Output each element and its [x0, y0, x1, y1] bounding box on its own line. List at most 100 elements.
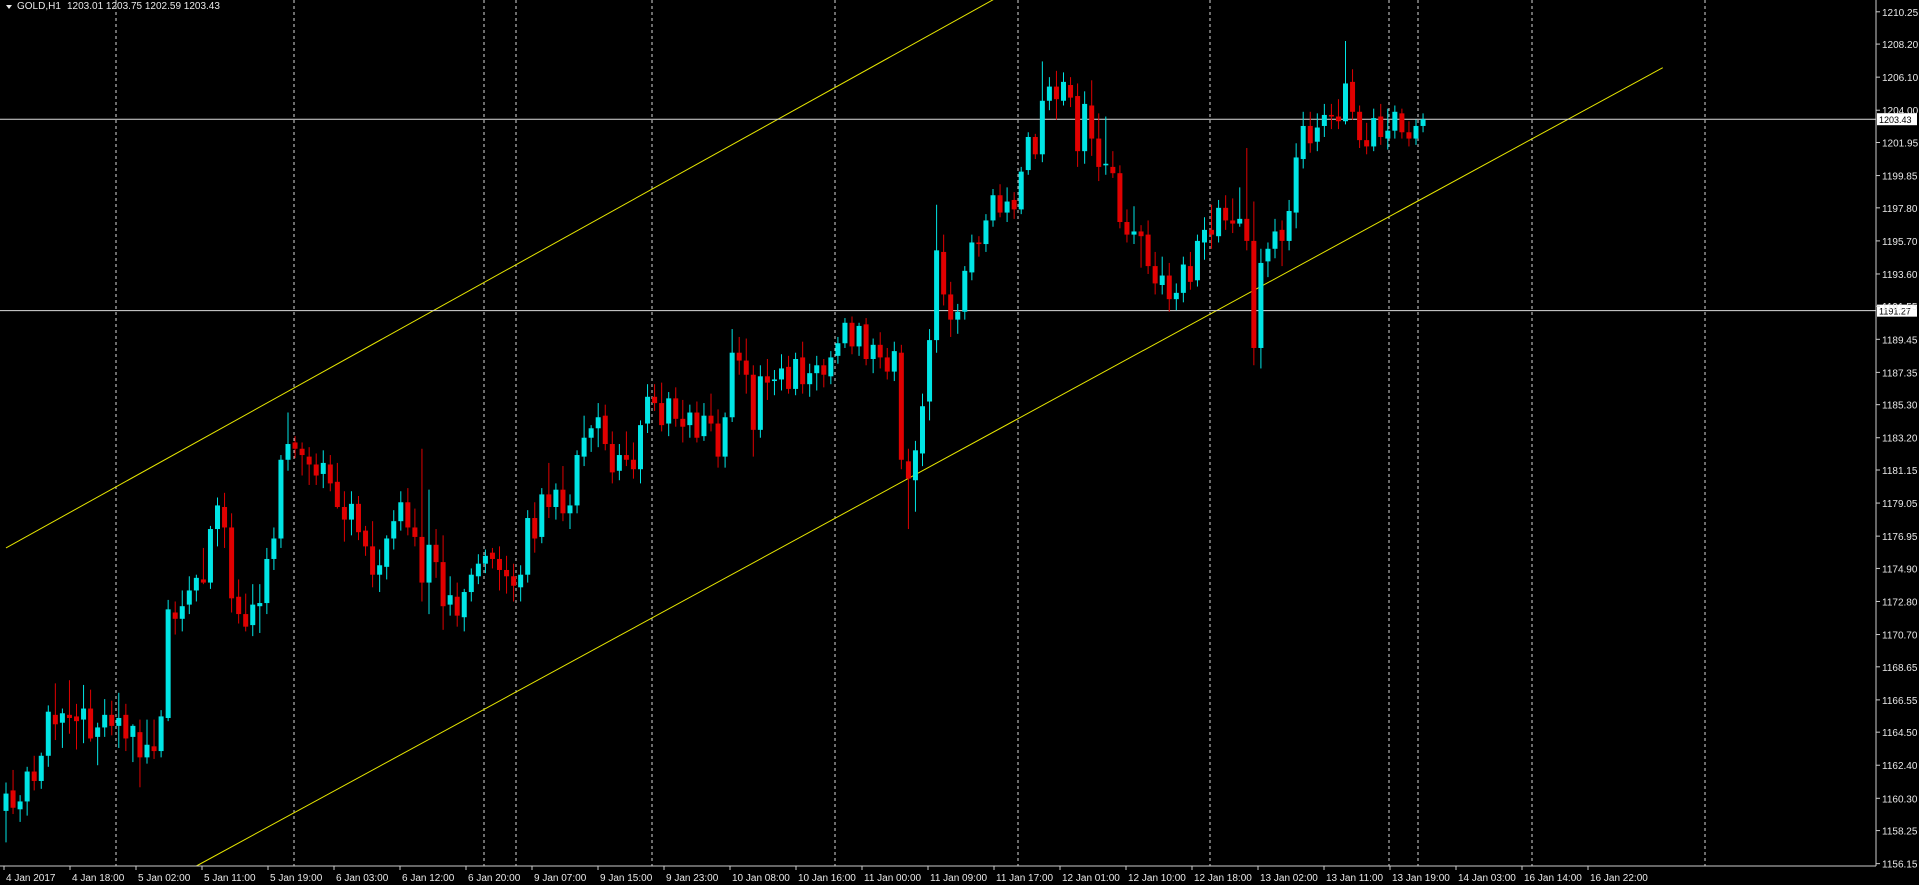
- candle: [1378, 103, 1384, 145]
- candle: [743, 338, 749, 394]
- candle: [243, 593, 249, 632]
- candle: [88, 689, 94, 742]
- candle-body: [701, 415, 707, 437]
- candle: [1202, 217, 1207, 260]
- candle: [341, 491, 347, 542]
- candle: [708, 393, 714, 432]
- candle: [715, 409, 721, 468]
- time-tick-label: 6 Jan 03:00: [336, 873, 389, 884]
- collapse-triangle-icon[interactable]: [6, 5, 12, 9]
- candle-body: [504, 569, 510, 577]
- candle-body: [941, 251, 947, 295]
- candle-body: [1265, 248, 1271, 262]
- candle: [680, 399, 686, 443]
- candle-body: [602, 415, 608, 445]
- candle: [292, 436, 298, 459]
- candle: [419, 448, 425, 602]
- candle: [1406, 121, 1412, 147]
- candle-body: [215, 505, 220, 530]
- candle-body: [412, 527, 418, 537]
- candle: [489, 547, 495, 569]
- candle-body: [172, 612, 178, 619]
- candle: [567, 494, 573, 530]
- candle-body: [1258, 262, 1264, 348]
- candle-body: [1399, 113, 1405, 133]
- candle: [1230, 198, 1236, 234]
- time-tick-label: 11 Jan 09:00: [930, 873, 988, 884]
- channel-layer: [5, 0, 1663, 867]
- candle: [454, 582, 460, 627]
- candle-body: [955, 311, 961, 320]
- price-tick-label: 1195.70: [1882, 237, 1918, 248]
- price-tick-label: 1193.60: [1882, 270, 1918, 281]
- candle: [391, 510, 397, 550]
- candle: [1265, 242, 1271, 278]
- candle: [884, 347, 890, 380]
- candle: [144, 719, 150, 764]
- time-tick-label: 5 Jan 11:00: [204, 873, 256, 884]
- candle-body: [1032, 136, 1038, 155]
- candle: [370, 521, 376, 588]
- candle-body: [736, 352, 742, 361]
- candle-body: [532, 518, 538, 539]
- candle-body: [708, 415, 714, 424]
- candle-body: [475, 563, 481, 577]
- candle-body: [518, 574, 524, 588]
- candle-body: [137, 732, 143, 758]
- candle: [842, 318, 848, 348]
- candle: [31, 755, 37, 791]
- candle-body: [109, 714, 115, 726]
- candle-body: [1321, 114, 1327, 126]
- candle: [426, 489, 432, 615]
- candle-body: [1039, 100, 1045, 155]
- candle-body: [1392, 111, 1398, 131]
- candle: [736, 336, 742, 375]
- candle: [602, 404, 608, 451]
- candle: [285, 412, 291, 471]
- candle: [229, 513, 235, 613]
- candle: [102, 699, 108, 737]
- candle: [482, 549, 488, 574]
- candle-body: [771, 379, 777, 382]
- candle-body: [715, 423, 721, 457]
- time-tick-label: 12 Jan 10:00: [1128, 873, 1186, 884]
- candle: [405, 488, 411, 536]
- price-tick-label: 1168.65: [1882, 663, 1918, 674]
- candle-body: [1004, 201, 1010, 213]
- candle: [771, 370, 777, 396]
- candle: [1138, 225, 1144, 268]
- candle-body: [334, 481, 340, 508]
- candle-body: [898, 352, 904, 460]
- ohlc-readout: 1203.01 1203.75 1202.59 1203.43: [67, 1, 220, 12]
- candle: [1272, 218, 1278, 259]
- candle-body: [66, 714, 72, 718]
- candle-body: [229, 527, 235, 599]
- candle-body: [306, 456, 312, 465]
- candle: [1251, 201, 1257, 366]
- candle-body: [1251, 240, 1257, 348]
- candle-body: [123, 714, 129, 739]
- candle: [1096, 113, 1102, 182]
- candle-body: [95, 727, 101, 737]
- trend-channel-line: [5, 0, 994, 549]
- candle-body: [574, 455, 580, 506]
- candle-body: [3, 793, 9, 811]
- price-tick-label: 1197.80: [1882, 204, 1918, 215]
- candle-body: [1145, 234, 1151, 267]
- candle: [779, 354, 784, 391]
- candle-body: [447, 595, 453, 605]
- candle-body: [743, 360, 749, 375]
- candle: [983, 214, 989, 252]
- time-tick-label: 5 Jan 19:00: [270, 873, 323, 884]
- candle: [1194, 234, 1200, 287]
- candle: [377, 549, 383, 593]
- candle: [1237, 187, 1243, 227]
- candle-body: [1300, 125, 1306, 160]
- candle-body: [722, 417, 728, 457]
- candle-body: [1237, 218, 1243, 224]
- time-tick-label: 13 Jan 19:00: [1392, 873, 1450, 884]
- candle-body: [1131, 231, 1137, 235]
- candle-body: [1173, 292, 1179, 300]
- candle: [560, 466, 566, 522]
